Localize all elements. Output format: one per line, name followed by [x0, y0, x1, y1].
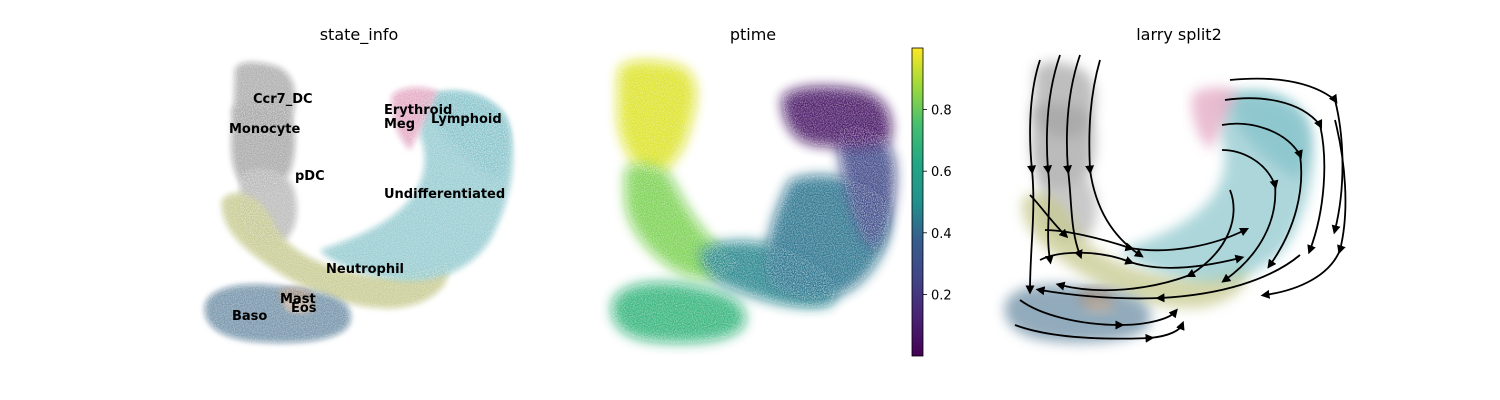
cluster-label-eos: Eos: [291, 301, 317, 316]
cluster-label-meg: Meg: [384, 117, 415, 132]
larry-region-eos: [1084, 298, 1115, 314]
panel-ptime: ptime 0.2 0.4 0.6 0.8: [611, 25, 952, 357]
larry-point-cloud: [1004, 62, 1313, 343]
colorbar-tick-label: 0.2: [931, 288, 952, 303]
ptime-point-cloud: [611, 60, 896, 343]
cluster-label-ccr7_dc: Ccr7_DC: [253, 92, 313, 107]
speckle-overlay: [204, 62, 513, 343]
streamline: [1019, 299, 1178, 330]
streamline: [1039, 251, 1245, 269]
cluster-label-baso: Baso: [232, 309, 267, 324]
cluster-label-neutrophil: Neutrophil: [326, 262, 404, 277]
streamline: [1014, 320, 1185, 343]
larry-region-erythroid: [1191, 87, 1238, 150]
cluster-label-lymphoid: Lymphoid: [431, 112, 502, 127]
colorbar-tick-label: 0.4: [931, 227, 952, 242]
streamline: [1221, 122, 1303, 269]
colorbar-tick-label: 0.6: [931, 165, 952, 180]
streamline: [1029, 194, 1069, 239]
streamline: [1063, 54, 1083, 260]
cluster-label-monocyte: Monocyte: [229, 122, 300, 137]
cluster-label-mast: Mast: [280, 292, 316, 307]
streamline: [1043, 54, 1061, 265]
ptime-colorbar: 0.2 0.4 0.6 0.8: [911, 47, 952, 357]
streamline: [1221, 149, 1279, 283]
panel-state-info: state_info Ccr7_DC Monocyte pDC ErythroidMe…: [204, 25, 513, 343]
cluster-label-erythroid: Erythroid: [384, 103, 452, 118]
panel-larry-split2: larry split2: [1004, 25, 1347, 343]
streamline: [1025, 59, 1041, 295]
colorbar-ticks: 0.2 0.4 0.6 0.8: [923, 104, 952, 303]
colorbar-gradient: [911, 47, 924, 357]
panel-title-ptime: ptime: [730, 25, 776, 44]
panel-title-larry-split2: larry split2: [1136, 25, 1222, 44]
cluster-label-undifferentiated: Undifferentiated: [384, 187, 505, 202]
speckle-overlay: [611, 60, 896, 343]
panel-title-state-info: state_info: [320, 25, 399, 45]
state-info-point-cloud: [204, 62, 513, 343]
streamline: [1260, 119, 1347, 299]
velocity-streamlines: [1014, 54, 1347, 343]
streamline: [1085, 59, 1144, 258]
streamline: [1224, 97, 1326, 255]
streamline: [1229, 77, 1344, 235]
cluster-label-pdc: pDC: [295, 169, 325, 184]
colorbar-tick-label: 0.8: [931, 104, 952, 119]
